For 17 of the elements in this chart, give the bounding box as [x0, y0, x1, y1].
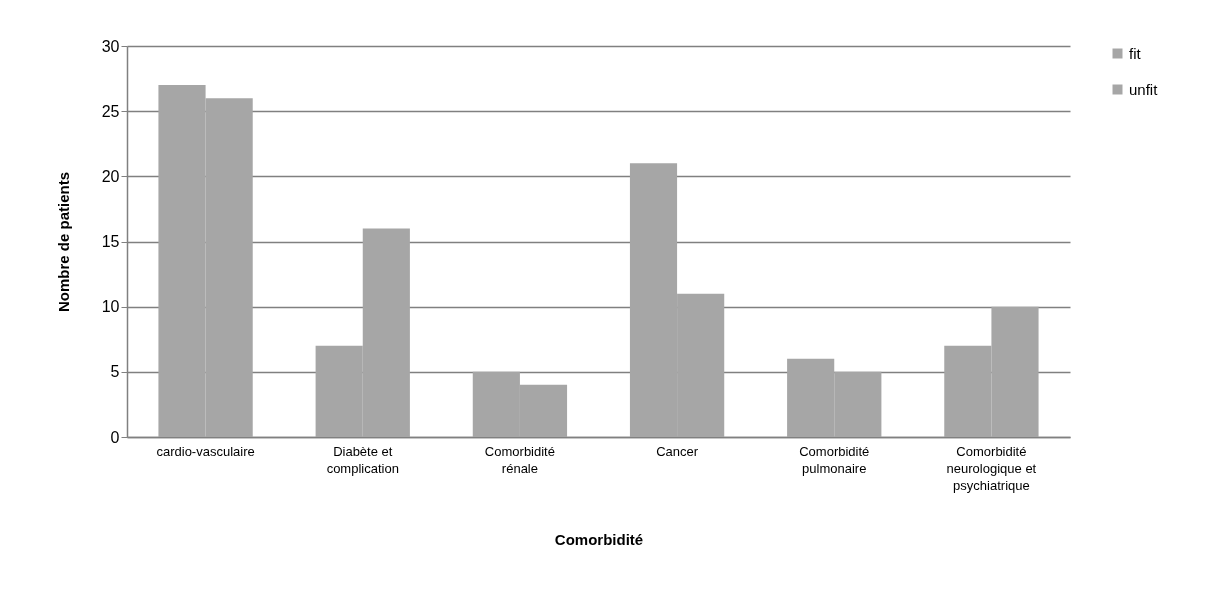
y-tick-label: 15: [101, 233, 120, 250]
x-tick-label: cardio-vasculaire: [156, 443, 255, 459]
x-tick-label: Comorbidité neurologique et psychiatrique: [946, 443, 1037, 493]
legend-label: fit: [1129, 44, 1142, 62]
x-axis-title: Comorbidité: [554, 530, 644, 548]
x-tick-label: Comorbidité pulmonaire: [799, 443, 870, 476]
y-tick-label: 0: [110, 428, 120, 446]
y-tick-label: 10: [101, 298, 120, 316]
y-axis-title: Nombre de patients: [54, 171, 72, 313]
y-tick-label: 5: [110, 363, 120, 381]
y-tick-label: 25: [101, 102, 120, 120]
x-tick-label: Comorbidité rénale: [484, 443, 555, 476]
y-tick-label: 20: [101, 167, 120, 185]
x-tick-label: Cancer: [656, 443, 699, 459]
y-tick-label: 30: [101, 37, 120, 55]
legend-label: unfit: [1129, 80, 1159, 98]
x-tick-label: Diabète et complication: [326, 443, 399, 476]
